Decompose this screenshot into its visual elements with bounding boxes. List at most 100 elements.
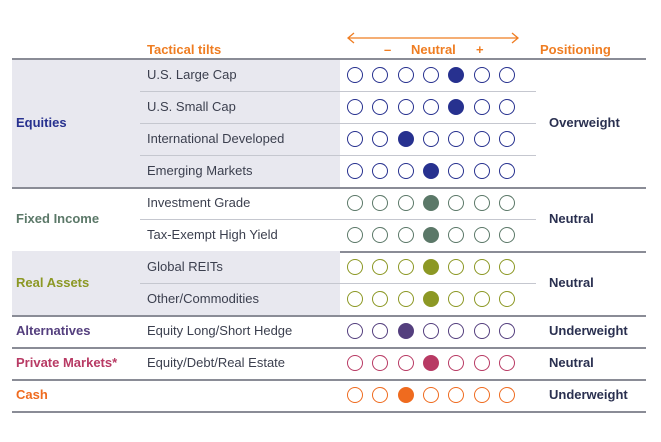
tilt-marker-empty — [398, 163, 414, 179]
row-label-equity-long-short-hedge: Equity Long/Short Hedge — [147, 323, 293, 338]
tilt-marker-empty — [347, 387, 363, 403]
tilt-marker-empty — [372, 195, 388, 211]
tilt-marker-empty — [347, 323, 363, 339]
tactical-tilts-header: Tactical tilts — [147, 42, 222, 57]
tilt-marker-empty — [499, 387, 515, 403]
tilt-marker-empty — [347, 291, 363, 307]
positioning-label: Underweight — [549, 323, 628, 338]
positioning-label: Neutral — [549, 275, 594, 290]
category-label: Real Assets — [16, 275, 90, 290]
tilt-marker-empty — [347, 259, 363, 275]
category-label: Private Markets* — [16, 355, 118, 370]
tilt-marker-empty — [372, 259, 388, 275]
tilt-marker-empty — [372, 131, 388, 147]
tilt-marker-empty — [474, 131, 490, 147]
row-label-other-commodities: Other/Commodities — [147, 291, 259, 306]
tilt-marker-empty — [448, 195, 464, 211]
category-divider — [12, 187, 646, 189]
tilt-marker-empty — [372, 67, 388, 83]
tilt-marker-empty — [474, 67, 490, 83]
tilt-marker-empty — [474, 387, 490, 403]
tilt-marker-filled — [423, 163, 439, 179]
tilt-marker-empty — [474, 323, 490, 339]
tilt-marker-empty — [474, 291, 490, 307]
tilt-marker-filled — [448, 99, 464, 115]
positioning-label: Overweight — [549, 115, 620, 130]
tilt-marker-empty — [347, 195, 363, 211]
tilt-marker-empty — [448, 163, 464, 179]
tilt-marker-filled — [423, 355, 439, 371]
tilt-marker-empty — [474, 227, 490, 243]
tilt-marker-empty — [474, 99, 490, 115]
tilt-marker-filled — [423, 259, 439, 275]
tilt-marker-filled — [448, 67, 464, 83]
tilt-marker-empty — [448, 259, 464, 275]
positioning-label: Neutral — [549, 355, 594, 370]
tilt-marker-filled — [398, 131, 414, 147]
tilt-marker-empty — [499, 99, 515, 115]
tilt-marker-empty — [448, 323, 464, 339]
tilt-marker-empty — [372, 227, 388, 243]
tilt-marker-empty — [499, 163, 515, 179]
row-label-u-s-small-cap: U.S. Small Cap — [147, 99, 236, 114]
category-label: Fixed Income — [16, 211, 100, 226]
row-divider — [140, 123, 536, 124]
tilt-marker-filled — [423, 291, 439, 307]
tilt-scale-arrow — [346, 32, 520, 44]
row-label-equity-debt-real-estate: Equity/Debt/Real Estate — [147, 355, 286, 370]
tilt-marker-empty — [398, 259, 414, 275]
tilt-marker-empty — [448, 227, 464, 243]
tilt-marker-empty — [347, 355, 363, 371]
tilt-marker-empty — [474, 163, 490, 179]
row-divider — [140, 219, 536, 220]
minus-label: – — [384, 42, 392, 57]
category-label: Alternatives — [16, 323, 91, 338]
row-divider — [140, 283, 536, 284]
row-divider — [140, 155, 536, 156]
tilt-marker-empty — [499, 131, 515, 147]
tilt-marker-empty — [499, 259, 515, 275]
tilt-marker-filled — [423, 195, 439, 211]
tilt-marker-empty — [423, 131, 439, 147]
tilt-marker-empty — [474, 355, 490, 371]
tilt-marker-empty — [499, 227, 515, 243]
tilt-marker-empty — [398, 291, 414, 307]
tilt-marker-empty — [372, 99, 388, 115]
category-label: Equities — [16, 115, 67, 130]
plus-label: + — [476, 42, 484, 57]
tilt-marker-empty — [347, 99, 363, 115]
tilt-marker-empty — [499, 355, 515, 371]
tilt-marker-empty — [499, 67, 515, 83]
tilt-marker-empty — [423, 323, 439, 339]
tilt-marker-empty — [499, 291, 515, 307]
tilt-marker-empty — [423, 387, 439, 403]
tilt-marker-empty — [372, 163, 388, 179]
positioning-header: Positioning — [540, 42, 611, 57]
tilt-marker-empty — [398, 355, 414, 371]
category-divider — [12, 379, 646, 381]
category-divider — [12, 315, 646, 317]
tilt-marker-empty — [499, 195, 515, 211]
tilt-marker-empty — [448, 387, 464, 403]
tilt-marker-empty — [448, 291, 464, 307]
tilt-marker-empty — [448, 131, 464, 147]
tilt-marker-empty — [372, 323, 388, 339]
tilt-marker-empty — [499, 323, 515, 339]
row-label-international-developed: International Developed — [147, 131, 285, 146]
category-divider — [12, 411, 646, 413]
row-divider — [140, 91, 536, 92]
tilt-marker-empty — [372, 355, 388, 371]
row-label-tax-exempt-high-yield: Tax-Exempt High Yield — [147, 227, 278, 242]
tilt-marker-empty — [372, 291, 388, 307]
header-divider — [12, 58, 646, 60]
neutral-label: Neutral — [411, 42, 456, 57]
tilt-marker-empty — [474, 195, 490, 211]
category-label: Cash — [16, 387, 48, 402]
tilt-marker-empty — [423, 99, 439, 115]
tilt-marker-empty — [474, 259, 490, 275]
row-label-u-s-large-cap: U.S. Large Cap — [147, 67, 237, 82]
tilt-marker-empty — [398, 99, 414, 115]
tilt-marker-empty — [398, 67, 414, 83]
tilt-marker-empty — [347, 131, 363, 147]
